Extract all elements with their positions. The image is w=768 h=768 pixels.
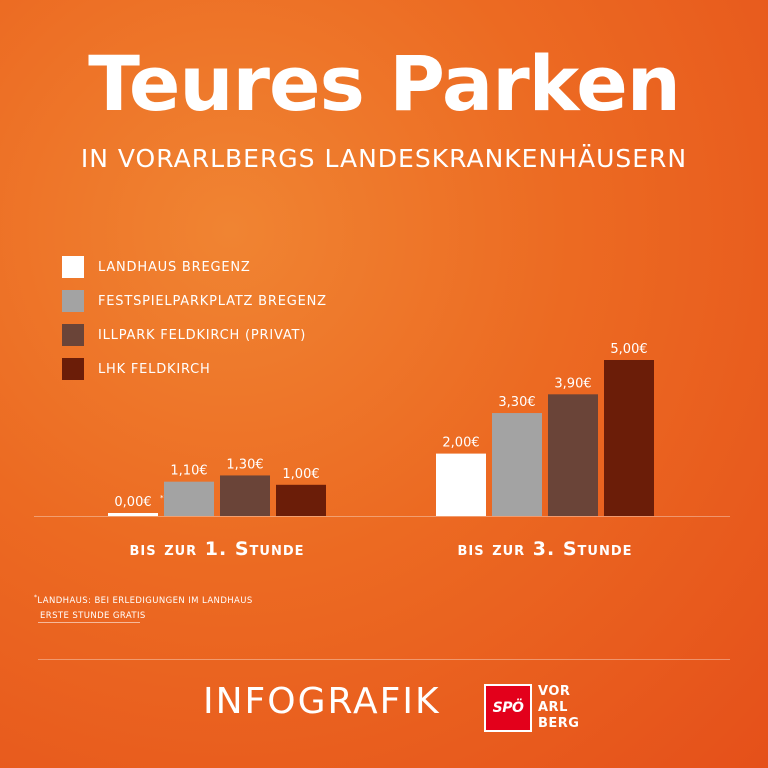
footnote-line-1: LANDHAUS: BEI ERLEDIGUNGEN IM LANDHAUS <box>37 595 253 606</box>
bar-1-4 <box>276 484 326 516</box>
footnote-marker-label: * <box>160 494 164 502</box>
legend-swatch <box>62 256 84 278</box>
legend-label: ILLPARK FELDKIRCH (PRIVAT) <box>98 327 307 343</box>
category-label: bis zur 3. Stunde <box>457 538 632 560</box>
legend-item-lhk: LHK FELDKIRCH <box>62 358 327 380</box>
bar-1-1 <box>108 513 158 516</box>
bar-2-3 <box>548 394 598 516</box>
data-label: 1,30€ <box>226 457 263 472</box>
legend-swatch <box>62 358 84 380</box>
footer-divider <box>38 659 730 660</box>
legend-swatch <box>62 324 84 346</box>
logo-line: ARL <box>538 700 568 715</box>
bar-2-4 <box>604 360 654 516</box>
data-label: 3,90€ <box>554 376 591 391</box>
chart-legend: LANDHAUS BREGENZ FESTSPIELPARKPLATZ BREG… <box>62 256 327 392</box>
legend-item-landhaus: LANDHAUS BREGENZ <box>62 256 327 278</box>
data-label: 3,30€ <box>498 395 535 410</box>
data-label: 0,00€ <box>114 495 151 510</box>
footer-label: INFOGRAFIK <box>203 681 441 722</box>
page-subtitle: IN VORARLBERGS LANDESKRANKENHÄUSERN <box>80 144 688 173</box>
page-title: Teures Parken <box>88 39 681 128</box>
legend-item-illpark: ILLPARK FELDKIRCH (PRIVAT) <box>62 324 327 346</box>
bar-2-2 <box>492 413 542 516</box>
data-label: 1,00€ <box>282 467 319 482</box>
legend-item-festspielparkplatz: FESTSPIELPARKPLATZ BREGENZ <box>62 290 327 312</box>
data-label: 1,10€ <box>170 464 207 479</box>
logo-line: VOR <box>538 684 571 699</box>
spoe-logo: SPÖ <box>484 684 532 732</box>
legend-label: FESTSPIELPARKPLATZ BREGENZ <box>98 293 327 309</box>
footnote: *LANDHAUS: BEI ERLEDIGUNGEN IM LANDHAUS … <box>34 590 253 624</box>
data-label: 5,00€ <box>610 342 647 357</box>
bar-1-3 <box>220 475 270 516</box>
legend-label: LANDHAUS BREGENZ <box>98 259 251 275</box>
bar-1-2 <box>164 481 214 516</box>
legend-swatch <box>62 290 84 312</box>
logo-text: SPÖ <box>492 700 524 716</box>
data-label: 2,00€ <box>442 436 479 451</box>
footnote-line-2: ERSTE STUNDE GRATIS <box>40 610 146 621</box>
category-label: bis zur 1. Stunde <box>129 538 304 560</box>
logo-wordmark: VOR ARL BERG <box>538 684 579 732</box>
logo-line: BERG <box>538 716 580 731</box>
bar-2-1 <box>436 453 486 516</box>
legend-label: LHK FELDKIRCH <box>98 361 211 377</box>
footnote-marker: * <box>34 594 38 601</box>
footnote-divider <box>38 622 140 623</box>
